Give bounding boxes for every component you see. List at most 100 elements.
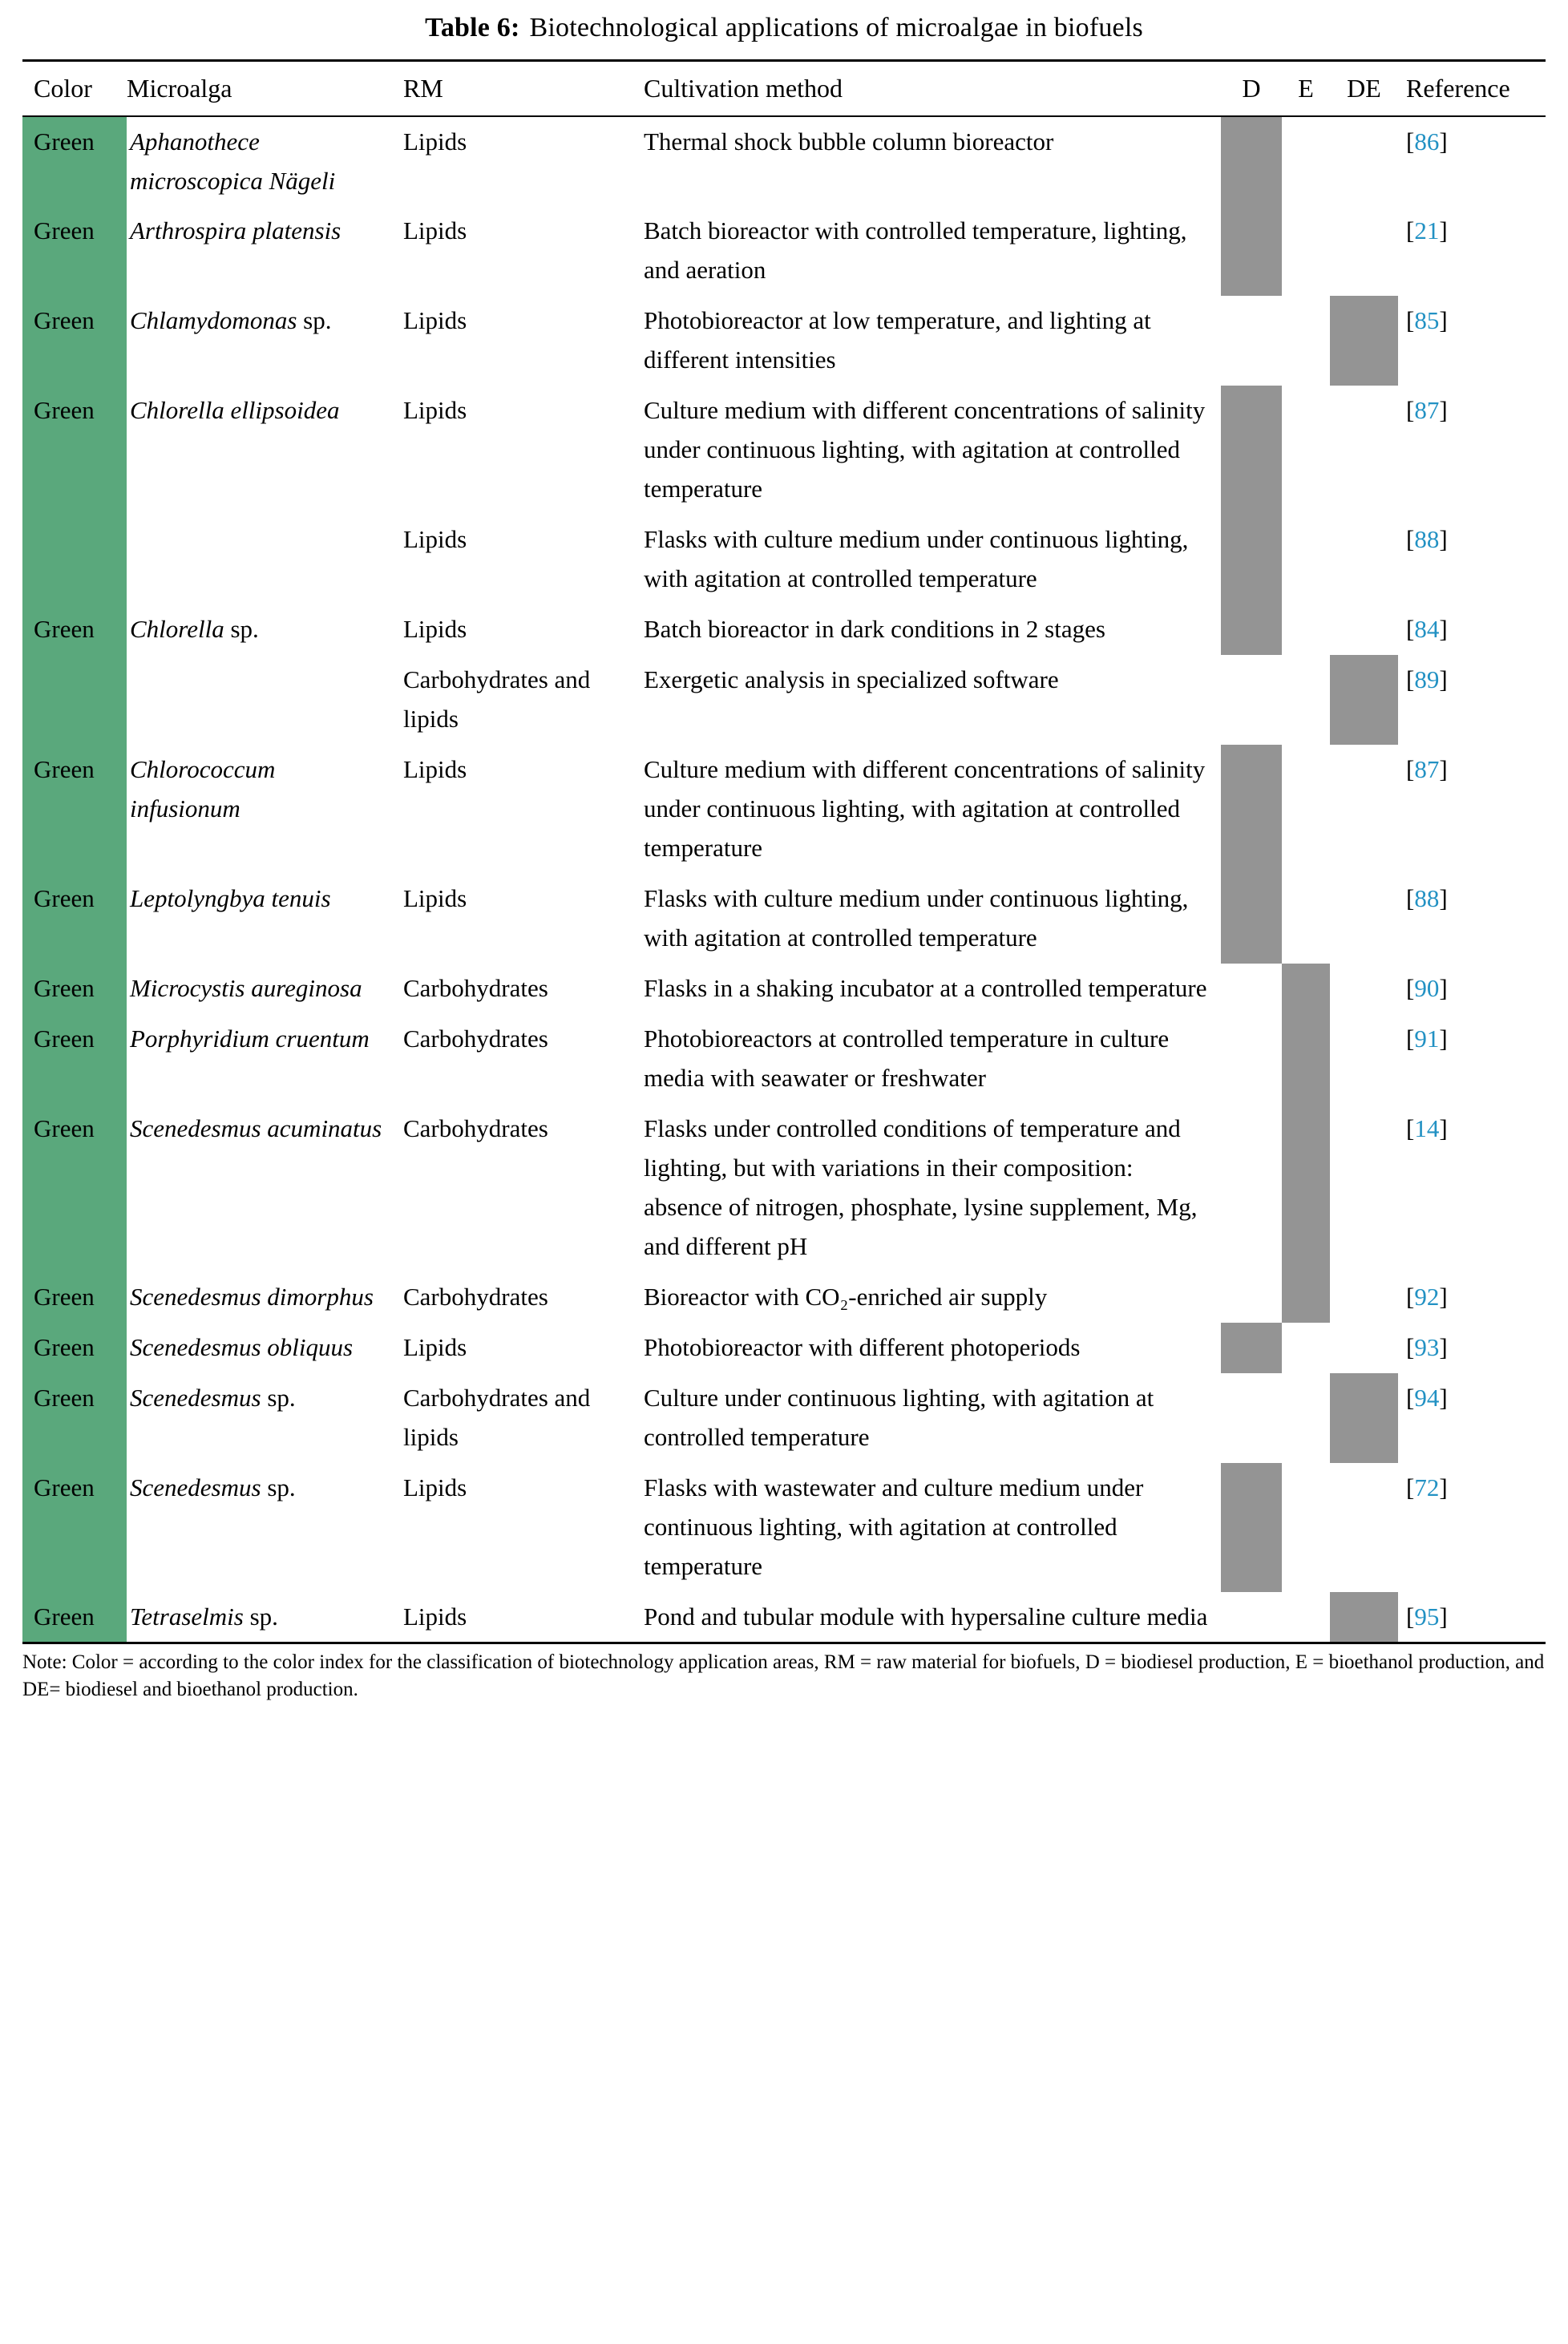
cultivation-method-cell: Thermal shock bubble column bioreactor (644, 127, 1054, 156)
bioethanol-mark-cell (1282, 604, 1330, 655)
color-cell: Green (22, 1322, 127, 1373)
raw-material-cell: Carbohydrates (403, 1282, 548, 1311)
microalga-cell: Scenedesmus acuminatus (127, 1104, 403, 1272)
biodiesel-bioethanol-mark-cell (1330, 296, 1398, 386)
biodiesel-mark-cell (1221, 1014, 1282, 1104)
microalga-name: Chlorococcum infusionum (130, 755, 276, 823)
bioethanol-mark-cell (1282, 386, 1330, 515)
biodiesel-bioethanol-mark-cell (1330, 1104, 1398, 1272)
reference-cell: [87] (1406, 396, 1448, 425)
microalga-cell: Chlamydomonas sp. (130, 306, 332, 335)
header-d: D (1221, 59, 1282, 117)
table-row: Green Chlorococcum infusionum Lipids Cultur… (22, 745, 1546, 875)
reference-link[interactable]: 89 (1414, 665, 1440, 694)
bioethanol-mark-cell (1282, 1323, 1330, 1373)
reference-cell: [89] (1406, 665, 1448, 694)
reference-link[interactable]: 95 (1414, 1602, 1440, 1631)
cultivation-method-cell: Flasks in a shaking incubator at a contr… (644, 973, 1207, 1002)
microalga-cell: Scenedesmus dimorphus (127, 1272, 403, 1323)
reference-link[interactable]: 84 (1414, 615, 1440, 644)
cultivation-method-cell: Bioreactor with CO₂-enriched air supply (644, 1282, 1048, 1311)
raw-material-cell: Carbohydrates (403, 973, 548, 1002)
biodiesel-mark-cell (1221, 874, 1282, 964)
reference-link[interactable]: 90 (1414, 973, 1440, 1002)
microalga-name: Scenedesmus dimorphus (130, 1282, 374, 1311)
header-color: Color (22, 59, 127, 117)
microalga-name: Aphanothece microscopica Nägeli (130, 127, 336, 195)
microalga-name: Microcystis aureginosa (130, 973, 362, 1002)
table-number-label: Table 6: (425, 13, 520, 42)
biodiesel-mark-cell (1221, 115, 1282, 207)
microalga-cell: Scenedesmus sp. (130, 1473, 296, 1501)
biodiesel-bioethanol-mark-cell (1330, 1323, 1398, 1373)
table-row: Green Scenedesmus sp. Carbohydrates and li… (22, 1372, 1546, 1463)
reference-link[interactable]: 91 (1414, 1024, 1440, 1053)
raw-material-cell: Carbohydrates and lipids (403, 665, 591, 734)
reference-link[interactable]: 94 (1414, 1383, 1440, 1412)
table-row: Green Porphyridium cruentum Carbohydrates P… (22, 1013, 1546, 1104)
table-row: Green Scenedesmus obliquus Lipids Photobior… (22, 1322, 1546, 1373)
reference-link[interactable]: 92 (1414, 1282, 1440, 1311)
biodiesel-bioethanol-mark-cell (1330, 116, 1398, 207)
biodiesel-mark-cell (1221, 206, 1282, 297)
header-microalga: Microalga (127, 59, 403, 117)
reference-link[interactable]: 86 (1414, 127, 1440, 156)
color-cell: Green (22, 115, 127, 207)
color-cell: Green (22, 1591, 127, 1645)
bioethanol-mark-cell (1282, 1373, 1330, 1463)
microalga-cell: Tetraselmis sp. (127, 1591, 403, 1645)
raw-material-cell: Lipids (403, 615, 467, 644)
color-cell: Green (22, 296, 127, 386)
biodiesel-bioethanol-mark-cell (1330, 964, 1398, 1014)
color-cell: Green (22, 745, 127, 875)
biodiesel-mark-cell (1221, 1272, 1282, 1323)
table-row: Green Aphanothece microscopica Nägeli Lipi… (22, 115, 1546, 207)
paper-table-page: Table 6: Biotechnological applications of… (22, 13, 1546, 1700)
microalga-name: Tetraselmis (130, 1602, 244, 1631)
reference-link[interactable]: 93 (1414, 1332, 1440, 1361)
table-row: Green Scenedesmus sp. Lipids Flasks with wa… (22, 1462, 1546, 1592)
cultivation-method-cell: Photobioreactor with different photoperi… (644, 1332, 1081, 1361)
bioethanol-mark-cell (1282, 874, 1330, 964)
biodiesel-bioethanol-mark-cell (1330, 1463, 1398, 1592)
reference-cell: [91] (1406, 1024, 1448, 1053)
microalga-name: Scenedesmus (130, 1383, 261, 1412)
bioethanol-mark-cell (1282, 655, 1330, 745)
biodiesel-bioethanol-mark-cell (1330, 1014, 1398, 1104)
header-reference: Reference (1398, 59, 1546, 117)
raw-material-cell: Carbohydrates (403, 1113, 548, 1142)
cultivation-method-cell: Batch bioreactor in dark conditions in 2… (644, 615, 1105, 644)
reference-link[interactable]: 21 (1414, 216, 1440, 245)
microalga-name: Arthrospira platensis (130, 216, 341, 245)
color-cell (22, 655, 127, 746)
biodiesel-mark-cell (1221, 1462, 1282, 1592)
reference-link[interactable]: 87 (1414, 755, 1440, 784)
raw-material-cell: Lipids (403, 306, 467, 335)
bioethanol-mark-cell (1282, 296, 1330, 386)
table-row: Green Microcystis aureginosa Carbohydrates… (22, 963, 1546, 1014)
reference-link[interactable]: 72 (1414, 1473, 1440, 1501)
bioethanol-mark-cell (1282, 116, 1330, 207)
reference-cell: [84] (1406, 615, 1448, 644)
microalga-cell: Scenedesmus obliquus (127, 1323, 403, 1373)
table-row: Green Scenedesmus acuminatus Carbohydrates… (22, 1103, 1546, 1272)
bioethanol-mark-cell (1282, 1271, 1330, 1323)
reference-link[interactable]: 87 (1414, 396, 1440, 425)
bioethanol-mark-cell (1282, 963, 1330, 1014)
table-caption: Biotechnological applications of microal… (529, 13, 1143, 42)
microalga-cell (127, 515, 403, 604)
reference-cell: [88] (1406, 525, 1448, 554)
reference-link[interactable]: 88 (1414, 884, 1440, 913)
raw-material-cell: Lipids (403, 1473, 467, 1501)
reference-link[interactable]: 85 (1414, 306, 1440, 335)
reference-link[interactable]: 88 (1414, 525, 1440, 554)
reference-cell: [90] (1406, 973, 1448, 1002)
biodiesel-mark-cell (1221, 296, 1282, 386)
reference-link[interactable]: 14 (1414, 1113, 1440, 1142)
microalga-cell (127, 655, 403, 745)
bioethanol-mark-cell (1282, 1103, 1330, 1272)
header-row: Color Microalga RM Cultivation method D … (22, 59, 1546, 117)
table-body: Green Aphanothece microscopica Nägeli Lipi… (22, 115, 1546, 1645)
microalga-name: Scenedesmus (130, 1473, 261, 1501)
microalga-name: Chlamydomonas (130, 306, 297, 335)
